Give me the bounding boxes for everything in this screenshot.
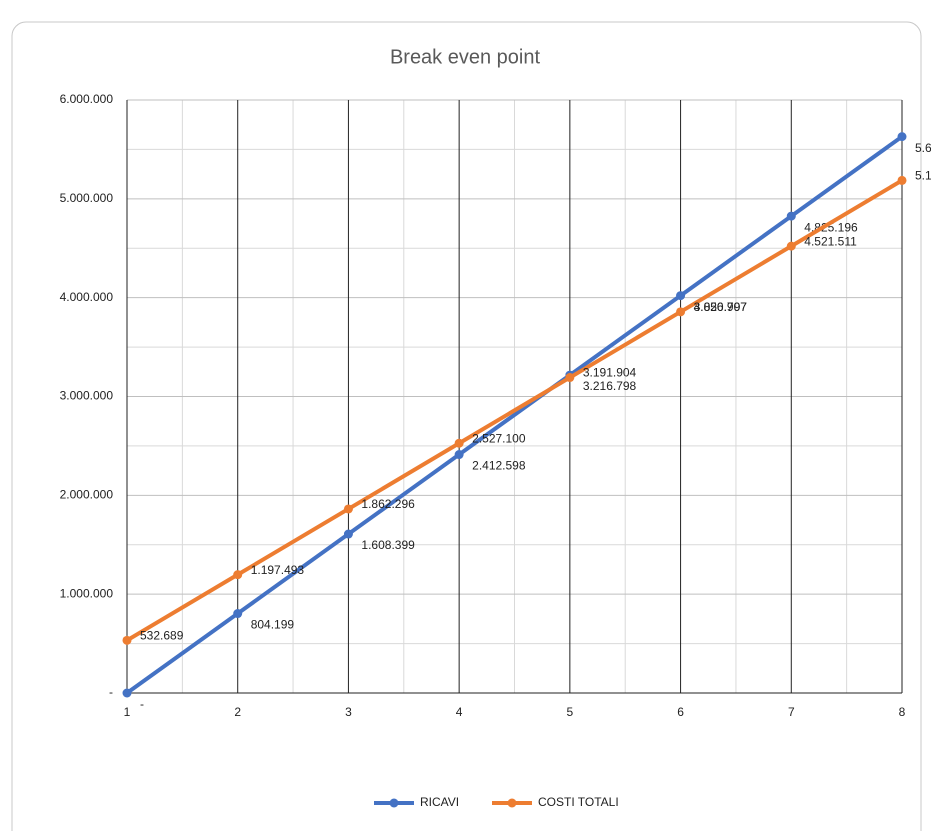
- data-label: 532.689: [140, 629, 184, 643]
- x-tick-label: 3: [345, 705, 352, 719]
- point: [676, 291, 686, 301]
- data-label: 3.856.707: [694, 300, 748, 314]
- y-tick-label: 2.000.000: [60, 488, 114, 502]
- data-label: 2.527.100: [472, 431, 526, 445]
- point: [343, 504, 353, 514]
- x-tick-label: 6: [677, 705, 684, 719]
- point: [786, 211, 796, 221]
- y-tick-label: 6.000.000: [60, 92, 114, 106]
- legend-label: RICAVI: [420, 795, 459, 809]
- data-label: -: [140, 697, 144, 711]
- point: [454, 438, 464, 448]
- y-tick-label: 1.000.000: [60, 586, 114, 600]
- point: [454, 450, 464, 460]
- data-label: 4.020.997: [694, 300, 748, 314]
- x-tick-label: 5: [567, 705, 574, 719]
- point: [897, 175, 907, 185]
- point: [122, 688, 132, 698]
- x-tick-label: 4: [456, 705, 463, 719]
- data-label: 804.199: [251, 618, 295, 632]
- data-label: 5.186.314: [915, 169, 931, 183]
- y-tick-label: 3.000.000: [60, 389, 114, 403]
- point: [897, 132, 907, 142]
- y-tick-label: 5.000.000: [60, 191, 114, 205]
- point: [233, 609, 243, 619]
- data-label: 3.191.904: [583, 366, 637, 380]
- x-tick-label: 8: [899, 705, 906, 719]
- x-tick-label: 7: [788, 705, 795, 719]
- chart-title: Break even point: [390, 46, 541, 68]
- point: [786, 241, 796, 251]
- x-tick-label: 2: [234, 705, 241, 719]
- data-label: 3.216.798: [583, 379, 637, 393]
- data-label: 2.412.598: [472, 459, 526, 473]
- point: [122, 635, 132, 645]
- chart-frame: [11, 21, 922, 831]
- data-label: 1.197.493: [251, 563, 305, 577]
- data-label: 4.521.511: [804, 234, 857, 248]
- data-label: 1.862.296: [361, 497, 415, 511]
- data-label: 1.608.399: [361, 538, 415, 552]
- y-tick-label: 4.000.000: [60, 290, 114, 304]
- legend-label: COSTI TOTALI: [538, 795, 619, 809]
- x-tick-label: 1: [124, 705, 131, 719]
- legend-marker: [389, 798, 399, 808]
- y-tick-label: -: [109, 685, 113, 699]
- series-line: [125, 135, 904, 695]
- series-line: [125, 178, 904, 643]
- point: [676, 307, 686, 317]
- legend-marker: [507, 798, 517, 808]
- point: [565, 373, 575, 383]
- data-label: 5.629.396: [915, 141, 931, 155]
- point: [233, 570, 243, 580]
- point: [343, 529, 353, 539]
